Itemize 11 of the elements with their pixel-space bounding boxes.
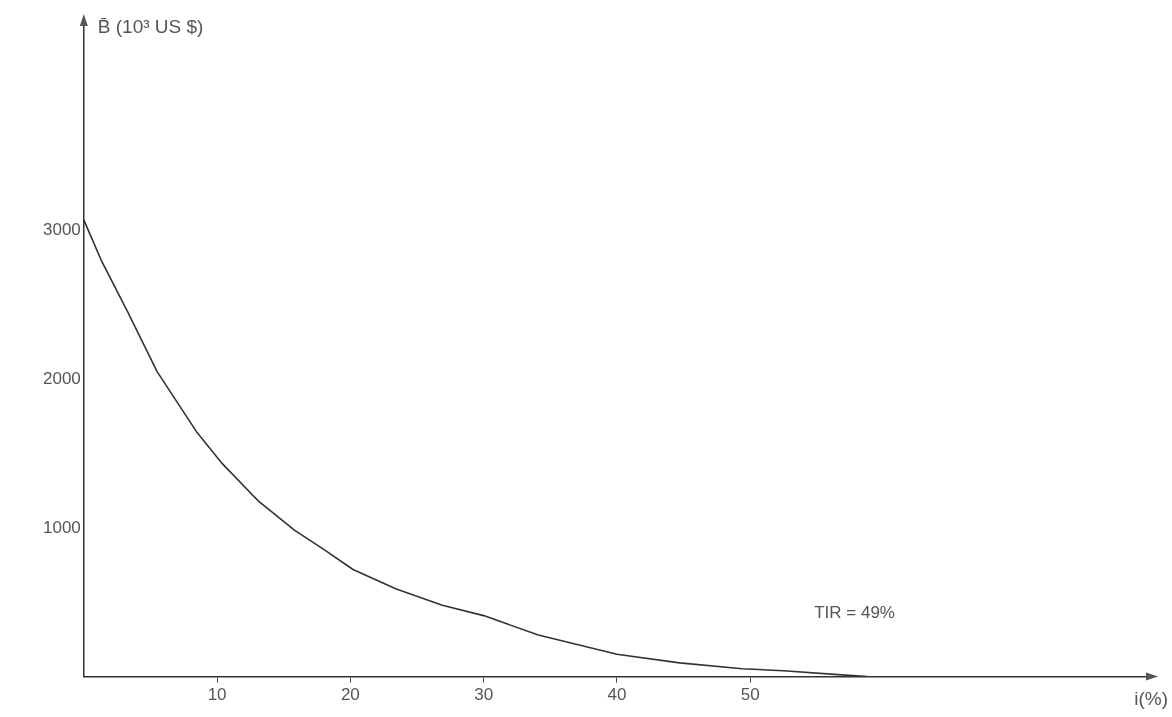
y-axis-title: B̄ (10³ US $) (97, 16, 204, 38)
annotation: TIR = 49% (814, 602, 895, 622)
x-tick-label: 10 (207, 685, 227, 705)
y-tick-label: 1000 (42, 517, 81, 537)
x-axis-title: i(%) (1134, 688, 1168, 710)
y-tick-label: 2000 (42, 368, 81, 388)
y-tick-label: 3000 (42, 219, 81, 239)
x-tick-label: 30 (474, 685, 494, 705)
x-tick-label: 50 (740, 685, 760, 705)
x-tick-label: 40 (607, 685, 627, 705)
x-tick-label: 20 (340, 685, 360, 705)
